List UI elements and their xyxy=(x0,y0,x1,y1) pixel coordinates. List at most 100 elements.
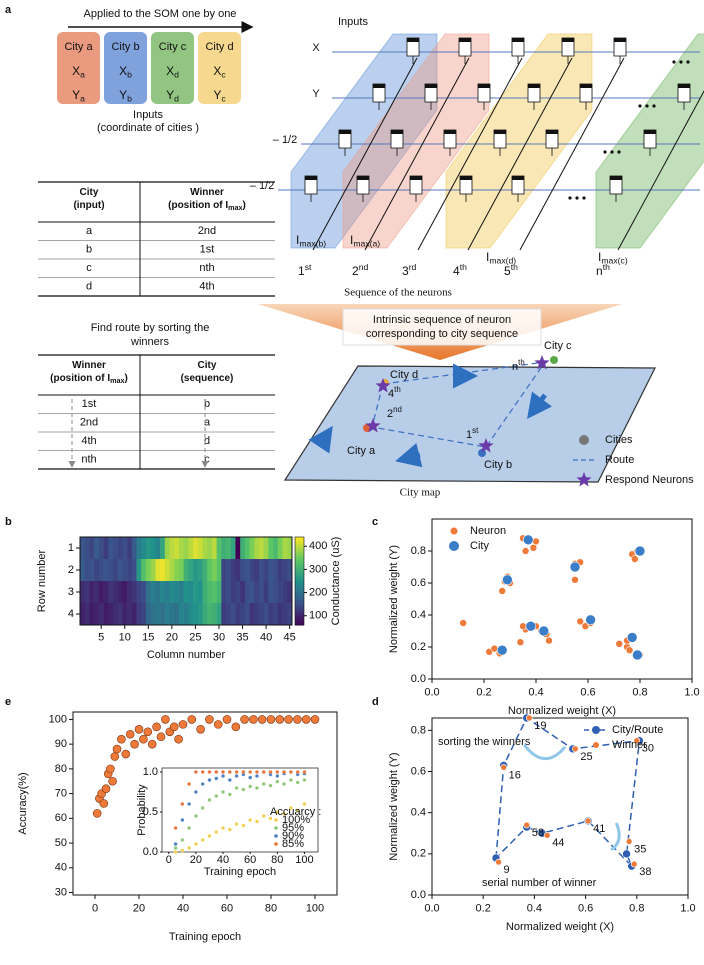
heat-cell xyxy=(211,581,217,604)
colorbar-step xyxy=(295,572,304,575)
table-header: (position of Imax) xyxy=(50,373,128,385)
map-legend: Respond Neurons xyxy=(605,474,694,486)
heat-cell xyxy=(273,603,279,626)
colorbar-step xyxy=(295,613,304,616)
card-x: Xc xyxy=(213,64,226,80)
point xyxy=(529,543,538,552)
point xyxy=(200,838,205,842)
heat-cell xyxy=(202,537,208,560)
plot-frame xyxy=(431,717,689,896)
heat-cell xyxy=(263,559,269,582)
ellipsis-dot xyxy=(638,104,642,108)
legend-marker xyxy=(274,826,278,830)
point xyxy=(248,818,253,822)
table-cell: 2nd xyxy=(80,417,98,429)
x-tick-label: 0.2 xyxy=(476,687,491,699)
neuron-label: 4th xyxy=(388,385,401,400)
heat-cell xyxy=(282,537,288,560)
x-axis-label: Normalized weight (X) xyxy=(506,921,614,933)
ellipsis-dot xyxy=(568,196,572,200)
point xyxy=(275,774,280,778)
heat-cell xyxy=(131,537,137,560)
colorbar-tick-label: 200 xyxy=(309,586,327,598)
map-caption: City map xyxy=(400,487,441,499)
heat-cell xyxy=(226,581,232,604)
text-part: City xyxy=(198,360,217,371)
heat-cell xyxy=(117,537,123,560)
point xyxy=(282,770,286,774)
card-y: Yd xyxy=(166,88,179,104)
heat-cell xyxy=(127,581,133,604)
point xyxy=(572,745,579,753)
heat-cell xyxy=(136,537,142,560)
legend-label: Winner xyxy=(612,739,647,751)
heat-cell xyxy=(202,603,208,626)
card-x: Xa xyxy=(72,64,85,80)
table-cell: 1st xyxy=(200,244,215,256)
point xyxy=(227,792,232,797)
point xyxy=(569,561,581,573)
ellipsis-dot xyxy=(645,104,649,108)
point xyxy=(234,822,239,826)
x-tick-label: 35 xyxy=(236,632,248,644)
colorbar-step xyxy=(295,586,304,589)
text-part: I xyxy=(296,233,299,247)
heat-cell xyxy=(211,537,217,560)
legend-marker xyxy=(274,842,278,846)
heat-cell xyxy=(268,581,274,604)
neuron-top xyxy=(644,130,656,134)
point xyxy=(112,744,122,754)
point xyxy=(187,826,192,830)
point xyxy=(459,619,468,627)
y-axis-label: Normalized weight (Y) xyxy=(388,545,400,653)
text-part: 5 xyxy=(504,264,511,278)
point xyxy=(295,770,300,774)
text-part: d xyxy=(174,70,179,80)
output-line xyxy=(617,90,704,251)
x-tick-label: 0.8 xyxy=(629,903,644,915)
colorbar-step xyxy=(295,588,304,591)
table-cell: d xyxy=(86,281,92,293)
heat-cell xyxy=(169,581,175,604)
text-part: X xyxy=(119,64,127,78)
input-label: – 1/2 xyxy=(273,134,297,146)
neuron-label: nth xyxy=(512,358,525,373)
point xyxy=(180,848,185,853)
x-tick-label: 0 xyxy=(92,903,98,915)
heat-cell xyxy=(178,603,184,626)
point xyxy=(275,715,285,724)
heat-cell xyxy=(282,559,288,582)
neuron-top xyxy=(546,130,558,134)
point xyxy=(498,587,507,595)
colorbar-step xyxy=(295,556,304,559)
panel-label: e xyxy=(5,696,11,708)
curved-arrow xyxy=(610,822,621,851)
heat-cell xyxy=(127,537,133,560)
colorbar-step xyxy=(295,541,304,544)
point xyxy=(495,858,502,866)
heat-cell xyxy=(211,559,217,582)
heat-cell xyxy=(259,581,265,604)
point xyxy=(234,786,239,790)
ellipsis-dot xyxy=(686,60,690,64)
point xyxy=(248,784,253,789)
card-x: Xd xyxy=(166,64,179,80)
colorbar-step xyxy=(295,601,304,604)
heat-cell xyxy=(273,559,279,582)
text-part: Winner xyxy=(190,187,224,198)
point xyxy=(615,639,624,648)
heat-cell xyxy=(183,603,189,626)
point xyxy=(261,814,266,818)
heat-cell xyxy=(136,559,142,582)
x-tick-label: 80 xyxy=(271,854,283,866)
neuron-top xyxy=(459,38,471,42)
point xyxy=(275,770,280,774)
inputs-caption: Inputs xyxy=(133,109,163,121)
colorbar-step xyxy=(295,563,304,566)
heat-cell xyxy=(122,581,128,604)
point xyxy=(173,826,178,830)
heat-cell xyxy=(141,603,147,626)
colorbar-step xyxy=(295,614,304,617)
point xyxy=(207,798,212,802)
point-label: 9 xyxy=(504,864,510,876)
